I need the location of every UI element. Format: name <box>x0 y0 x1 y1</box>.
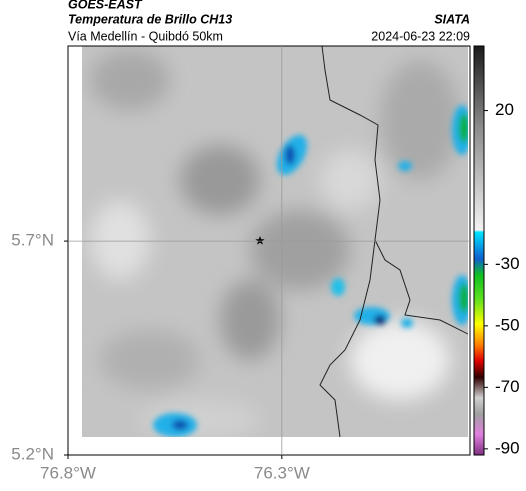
x-tick-label: 76.3°W <box>254 463 310 482</box>
title: Temperatura de Brillo CH13 <box>68 12 232 26</box>
subtitle: Vía Medellín - Quibdó 50km <box>68 29 223 43</box>
y-tick-label: 5.2°N <box>11 444 54 463</box>
map-frame <box>67 45 471 456</box>
colorbar-tick-label: -70 <box>495 377 520 396</box>
satellite-image <box>82 46 468 437</box>
colorbar <box>473 45 485 456</box>
datetime: 2024-06-23 22:09 <box>371 29 470 43</box>
org: SIATA <box>434 12 470 26</box>
city-marker <box>255 236 265 245</box>
colorbar-tick-label: -50 <box>495 315 520 334</box>
colorbar-tick-label: -90 <box>495 438 520 457</box>
y-tick-label: 5.7°N <box>11 231 54 250</box>
source: GOES-EAST <box>68 0 143 11</box>
x-tick-label: 76.8°W <box>40 463 96 482</box>
colorbar-tick-label: 20 <box>495 100 514 119</box>
colorbar-tick-label: -30 <box>495 254 520 273</box>
